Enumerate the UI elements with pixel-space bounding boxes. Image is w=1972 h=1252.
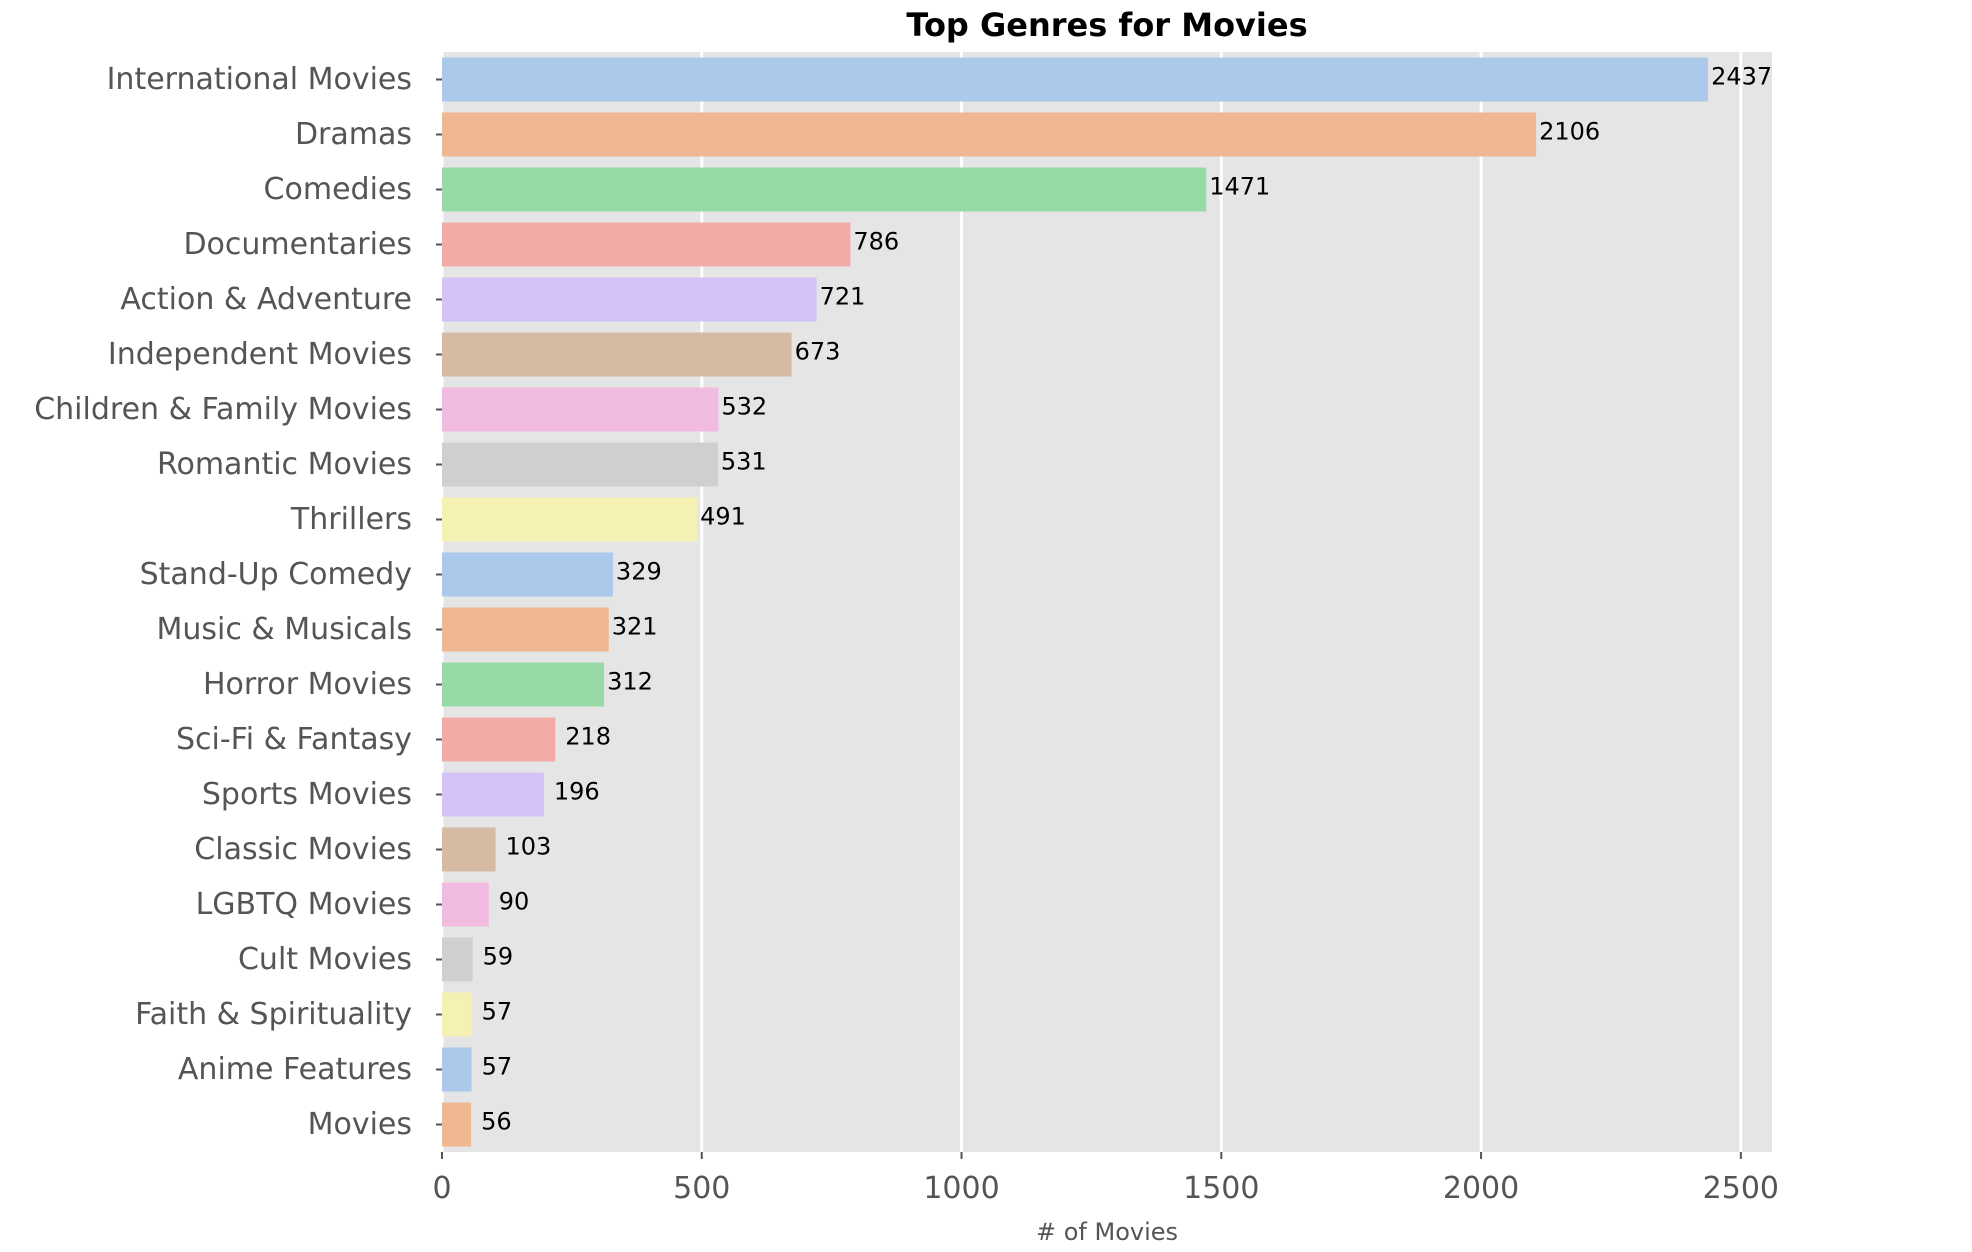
- category-label: Sci-Fi & Fantasy: [176, 722, 412, 757]
- category-label: Cult Movies: [238, 942, 412, 977]
- value-label: 1471: [1209, 173, 1270, 201]
- category-label: LGBTQ Movies: [196, 887, 412, 922]
- value-label: 57: [482, 998, 513, 1026]
- value-label: 786: [853, 228, 899, 256]
- value-label: 2106: [1539, 118, 1600, 146]
- value-label: 321: [612, 613, 658, 641]
- category-label: Comedies: [264, 172, 412, 207]
- value-label: 491: [700, 503, 746, 531]
- category-label: Stand-Up Comedy: [140, 557, 412, 592]
- category-label: Classic Movies: [194, 832, 412, 867]
- bar: [442, 662, 605, 707]
- bar: [442, 552, 613, 597]
- category-label: Music & Musicals: [156, 612, 412, 647]
- chart-title: Top Genres for Movies: [906, 6, 1307, 44]
- category-label: International Movies: [107, 62, 412, 97]
- value-label: 218: [565, 723, 611, 751]
- value-label: 329: [616, 558, 662, 586]
- bar: [442, 387, 719, 432]
- x-tick-label: 0: [432, 1171, 451, 1206]
- value-label: 90: [499, 888, 530, 916]
- bar: [442, 57, 1709, 102]
- category-label: Horror Movies: [203, 667, 412, 702]
- value-label: 196: [554, 778, 600, 806]
- category-label: Children & Family Movies: [34, 392, 412, 427]
- bar: [442, 937, 473, 982]
- category-label: Faith & Spirituality: [135, 997, 412, 1032]
- category-label: Thrillers: [290, 502, 412, 537]
- category-label: Documentaries: [183, 227, 412, 262]
- value-label: 312: [607, 668, 653, 696]
- bar: [442, 167, 1207, 212]
- x-tick-label: 2500: [1703, 1171, 1779, 1206]
- x-tick-label: 1500: [1183, 1171, 1259, 1206]
- bar: [442, 222, 851, 267]
- bar: [442, 992, 472, 1037]
- x-tick-label: 1000: [923, 1171, 999, 1206]
- category-label: Anime Features: [178, 1052, 412, 1087]
- bar: [442, 1102, 472, 1147]
- bar: [442, 497, 698, 542]
- bar: [442, 827, 496, 872]
- value-label: 531: [721, 448, 767, 476]
- bar: [442, 442, 718, 487]
- category-label: Sports Movies: [202, 777, 412, 812]
- value-label: 673: [795, 338, 841, 366]
- bar: [442, 332, 792, 377]
- category-label: Action & Adventure: [120, 282, 412, 317]
- category-label: Dramas: [295, 117, 412, 152]
- bar: [442, 607, 609, 652]
- category-label: Movies: [308, 1107, 412, 1142]
- x-tick-label: 500: [673, 1171, 730, 1206]
- bar: [442, 112, 1537, 157]
- bar: [442, 882, 489, 927]
- value-label: 2437: [1711, 63, 1772, 91]
- bar: [442, 1047, 472, 1092]
- value-label: 721: [820, 283, 866, 311]
- value-label: 59: [483, 943, 514, 971]
- x-axis-label: # of Movies: [1036, 1218, 1178, 1246]
- x-tick-label: 2000: [1443, 1171, 1519, 1206]
- bar: [442, 277, 817, 322]
- bar: [442, 772, 544, 817]
- category-label: Independent Movies: [108, 337, 412, 372]
- value-label: 56: [481, 1108, 512, 1136]
- value-label: 532: [721, 393, 767, 421]
- bar: [442, 717, 556, 762]
- value-label: 103: [506, 833, 552, 861]
- value-label: 57: [482, 1053, 513, 1081]
- plot-background: [442, 52, 1772, 1152]
- category-label: Romantic Movies: [157, 447, 412, 482]
